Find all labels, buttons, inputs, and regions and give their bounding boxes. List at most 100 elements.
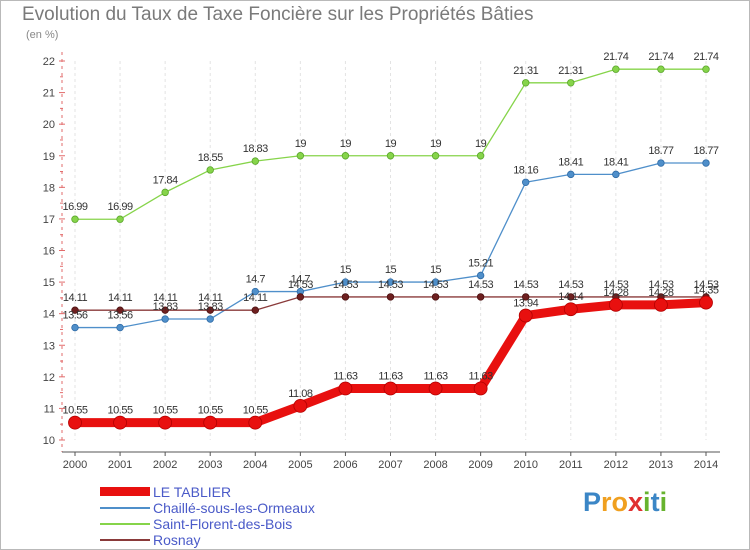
data-label: 19	[295, 138, 307, 150]
data-point	[341, 152, 350, 160]
data-label: 11.63	[333, 371, 358, 383]
data-label: 10.55	[153, 405, 178, 417]
data-point	[71, 215, 79, 223]
data-point	[206, 315, 214, 323]
x-tick-label: 2007	[378, 459, 402, 471]
data-point	[251, 306, 259, 314]
data-label: 14.53	[603, 279, 628, 291]
y-tick-label: 12	[43, 372, 55, 384]
data-point	[612, 170, 620, 179]
data-point	[518, 308, 533, 323]
legend-swatch-chaille	[100, 507, 150, 509]
data-label: 14.53	[648, 279, 673, 291]
data-point	[248, 415, 263, 430]
data-label: 19	[475, 138, 487, 150]
data-label: 14.11	[243, 292, 268, 304]
data-point	[563, 302, 578, 317]
legend-label-le-tablier: LE TABLIER	[153, 484, 232, 500]
data-point	[657, 159, 665, 167]
data-point	[702, 159, 710, 167]
data-point	[116, 323, 124, 332]
data-point	[431, 293, 440, 301]
data-label: 11.63	[469, 371, 494, 383]
proxiti-logo: Proxiti	[583, 487, 668, 517]
data-label: 13.94	[513, 298, 538, 310]
data-label: 14.14	[558, 291, 583, 303]
data-point	[68, 415, 82, 430]
data-point	[116, 306, 124, 314]
x-tick-label: 2012	[604, 459, 628, 471]
data-label: 17.84	[153, 174, 178, 186]
data-point	[161, 306, 169, 314]
data-label: 14.28	[648, 287, 673, 299]
legend-label-saint-florent: Saint-Florent-des-Bois	[153, 516, 293, 532]
data-label: 21.31	[513, 65, 538, 77]
data-label: 14.53	[333, 279, 358, 291]
x-tick-label: 2005	[288, 459, 312, 471]
data-label: 11.08	[288, 388, 313, 400]
x-tick-label: 2014	[694, 459, 718, 471]
data-label: 14.11	[108, 292, 133, 304]
legend-label-rosnay: Rosnay	[153, 532, 201, 548]
data-label: 18.41	[603, 156, 628, 168]
data-label: 11.63	[378, 371, 403, 383]
data-label: 16.99	[108, 201, 133, 213]
data-label: 19	[430, 138, 442, 150]
x-tick-label: 2004	[243, 459, 267, 471]
data-point	[567, 79, 575, 87]
data-point	[567, 170, 575, 179]
data-label: 15.21	[468, 257, 493, 269]
data-label: 10.55	[198, 405, 223, 417]
data-label: 18.77	[693, 145, 718, 157]
y-tick-label: 18	[43, 182, 55, 194]
data-label: 21.31	[558, 65, 583, 77]
data-point	[702, 65, 710, 73]
data-label: 14.53	[288, 279, 313, 291]
data-point	[203, 415, 218, 430]
data-label: 16.99	[62, 201, 87, 213]
data-point	[522, 79, 530, 87]
data-label: 21.74	[603, 51, 628, 63]
data-point	[113, 415, 127, 430]
data-point	[296, 293, 305, 301]
data-point	[476, 152, 485, 160]
data-point	[383, 381, 398, 396]
data-point	[428, 381, 443, 396]
y-tick-label: 17	[43, 214, 55, 226]
y-tick-label: 20	[43, 119, 55, 131]
data-point	[386, 278, 395, 286]
data-label: 15	[340, 264, 352, 276]
data-point	[338, 381, 353, 396]
data-point	[296, 152, 305, 160]
data-point	[476, 271, 485, 280]
data-point	[608, 297, 623, 312]
data-point	[161, 188, 169, 197]
data-point	[206, 306, 214, 314]
data-label: 18.41	[558, 156, 583, 168]
data-point	[473, 381, 488, 396]
data-point	[654, 297, 668, 312]
data-label: 14.7	[291, 274, 311, 286]
data-label: 14.53	[423, 279, 448, 291]
data-label: 14.53	[468, 279, 493, 291]
data-point	[116, 215, 124, 223]
data-label: 14.11	[198, 292, 223, 304]
data-label: 18.16	[513, 164, 538, 176]
data-label: 14.53	[513, 279, 538, 291]
data-label: 13.56	[108, 310, 133, 322]
data-label: 11.63	[423, 371, 448, 383]
data-label: 13.56	[62, 310, 87, 322]
y-tick-label: 14	[43, 309, 55, 321]
data-point	[251, 157, 259, 165]
data-label: 14.35	[693, 285, 718, 297]
data-point	[158, 415, 173, 430]
data-point	[341, 293, 350, 301]
x-tick-label: 2013	[649, 459, 673, 471]
data-point	[341, 278, 350, 286]
data-label: 19	[340, 138, 352, 150]
data-point	[161, 315, 169, 323]
data-label: 14.28	[603, 287, 628, 299]
unit-label: (en %)	[26, 29, 59, 41]
y-tick-label: 13	[43, 340, 55, 352]
x-tick-label: 2000	[63, 459, 87, 471]
